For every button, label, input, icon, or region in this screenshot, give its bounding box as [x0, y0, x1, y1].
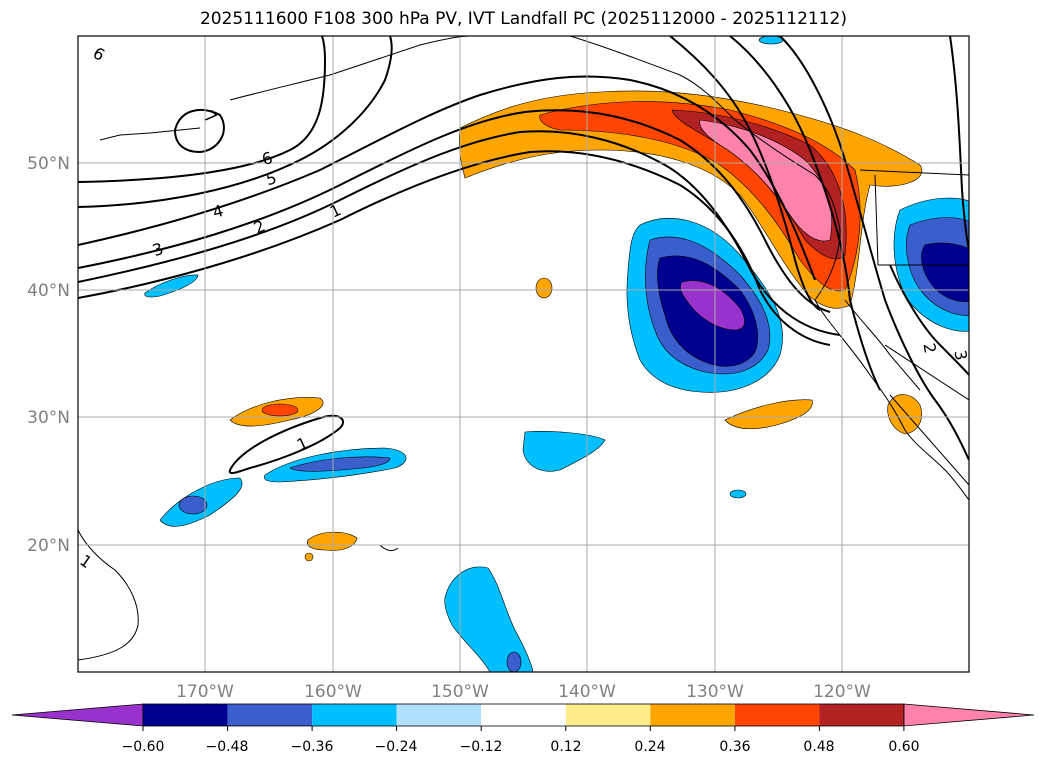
lat-label-40: 40°N [27, 281, 70, 301]
lat-label-30: 30°N [27, 408, 70, 428]
colorbar-segment [819, 704, 904, 726]
latitude-labels: 20°N 30°N 40°N 50°N [27, 154, 70, 556]
lon-label-140w: 140°W [558, 682, 616, 700]
negative-anomaly-center [626, 218, 783, 393]
positive-anomaly-small [229, 277, 922, 562]
colorbar-tick: 0.48 [803, 739, 834, 755]
pv-label: 5 [264, 168, 279, 189]
colorbar-ticks: −0.60 −0.48 −0.36 −0.24 −0.12 0.12 0.24 … [122, 739, 920, 755]
colorbar-segment [734, 704, 820, 726]
positive-anomaly-north [458, 90, 923, 309]
colorbar-tick: 0.60 [888, 739, 919, 755]
lon-label-130w: 130°W [686, 682, 744, 700]
colorbar-segment [396, 704, 482, 726]
colorbar-tick: 0.12 [550, 739, 581, 755]
map-title: 2025111600 F108 300 hPa PV, IVT Landfall… [199, 9, 847, 29]
colorbar-segment [312, 704, 397, 726]
map-plot: 1 2 3 4 5 6 7 6 1 1 2 3 20°N 30°N 40°N 5… [27, 35, 970, 700]
colorbar-tick: −0.12 [460, 739, 503, 755]
coastlines [78, 36, 969, 661]
graticule [78, 36, 969, 672]
colorbar-tick: −0.60 [122, 739, 165, 755]
pv-label: 3 [950, 348, 970, 361]
lat-label-20: 20°N [27, 536, 70, 556]
pv-label: 4 [211, 201, 226, 222]
negative-anomaly-small [144, 36, 784, 672]
colorbar-segment [143, 704, 228, 726]
colorbar-tick: 0.24 [634, 739, 665, 755]
colorbar-segments [11, 703, 1035, 731]
lon-label-170w: 170°W [176, 682, 234, 700]
longitude-labels: 170°W 160°W 150°W 140°W 130°W 120°W [176, 682, 871, 700]
lon-label-160w: 160°W [304, 682, 362, 700]
colorbar-tick: −0.48 [206, 739, 249, 755]
colorbar-segment [481, 704, 566, 726]
colorbar-segment [565, 704, 651, 726]
colorbar-extend-low [11, 703, 144, 727]
colorbar-outline [142, 703, 905, 727]
colorbar-tick: 0.36 [719, 739, 750, 755]
colorbar-segment [227, 704, 313, 726]
lat-label-50: 50°N [27, 154, 70, 174]
colorbar-tick: −0.36 [291, 739, 334, 755]
map-frame [77, 35, 970, 673]
lon-label-120w: 120°W [813, 682, 871, 700]
colorbar-tick: −0.24 [375, 739, 418, 755]
lon-label-150w: 150°W [431, 682, 489, 700]
pv-label: 6 [260, 148, 275, 169]
colorbar-segment [650, 704, 735, 726]
pv-label: 2 [919, 341, 939, 354]
colorbar-extend-high [903, 703, 1035, 727]
